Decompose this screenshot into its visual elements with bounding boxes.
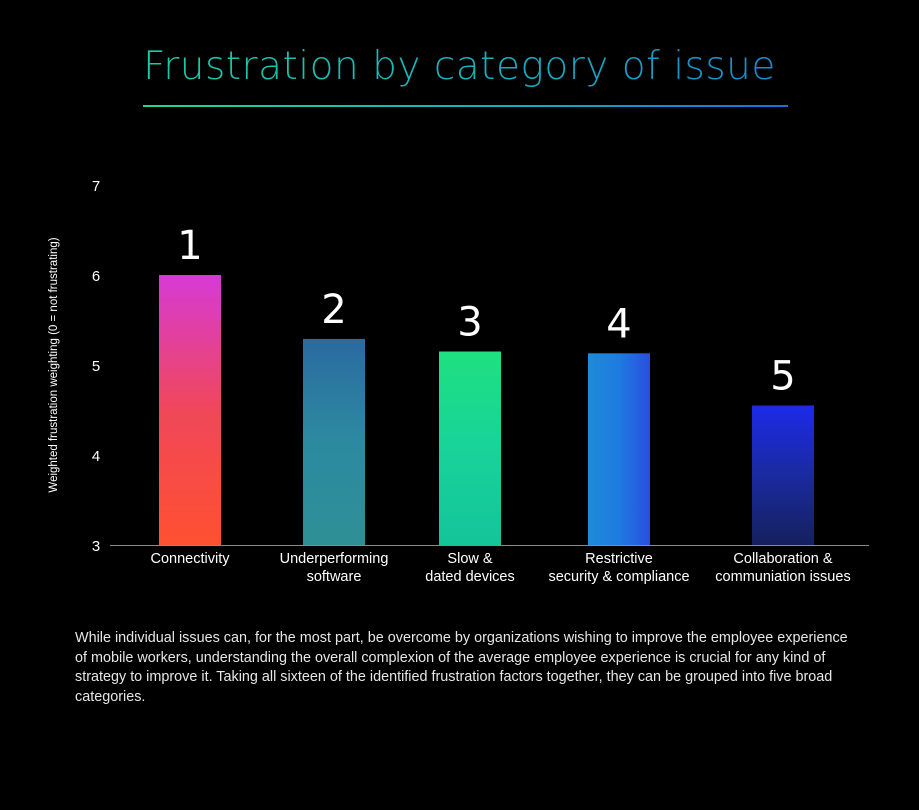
x-tick-label: Collaboration & [733, 551, 832, 567]
rank-label: 4 [606, 301, 631, 347]
rank-label: 3 [457, 300, 482, 346]
rank-label: 5 [770, 354, 795, 400]
x-tick-label: communiation issues [715, 569, 850, 585]
x-tick-label: dated devices [425, 569, 514, 585]
bar-chart: Weighted frustration weighting (0 = not … [48, 178, 869, 585]
y-tick-label: 3 [92, 538, 100, 555]
bar-3 [439, 351, 501, 545]
x-tick-label: Restrictive [585, 551, 653, 567]
description-paragraph: While individual issues can, for the mos… [75, 630, 848, 705]
x-tick-label: security & compliance [548, 569, 689, 585]
chart-title: Frustration by category of issue [0, 44, 919, 89]
bar-2 [303, 338, 365, 545]
rank-label: 1 [177, 223, 202, 269]
y-tick-label: 4 [92, 448, 100, 465]
x-tick-label: Underperforming [280, 551, 389, 567]
y-axis-label: Weighted frustration weighting (0 = not … [48, 237, 60, 492]
rank-label: 2 [321, 287, 346, 333]
title-underline [143, 105, 788, 107]
x-tick-label: Slow & [447, 551, 492, 567]
y-tick-label: 7 [92, 178, 100, 195]
y-tick-label: 6 [92, 268, 100, 285]
bar-4 [588, 353, 650, 545]
x-tick-label: Connectivity [151, 551, 231, 567]
y-tick-label: 5 [92, 358, 100, 375]
bar-1 [159, 275, 221, 545]
x-tick-label: software [307, 569, 362, 585]
bar-5 [752, 405, 814, 545]
